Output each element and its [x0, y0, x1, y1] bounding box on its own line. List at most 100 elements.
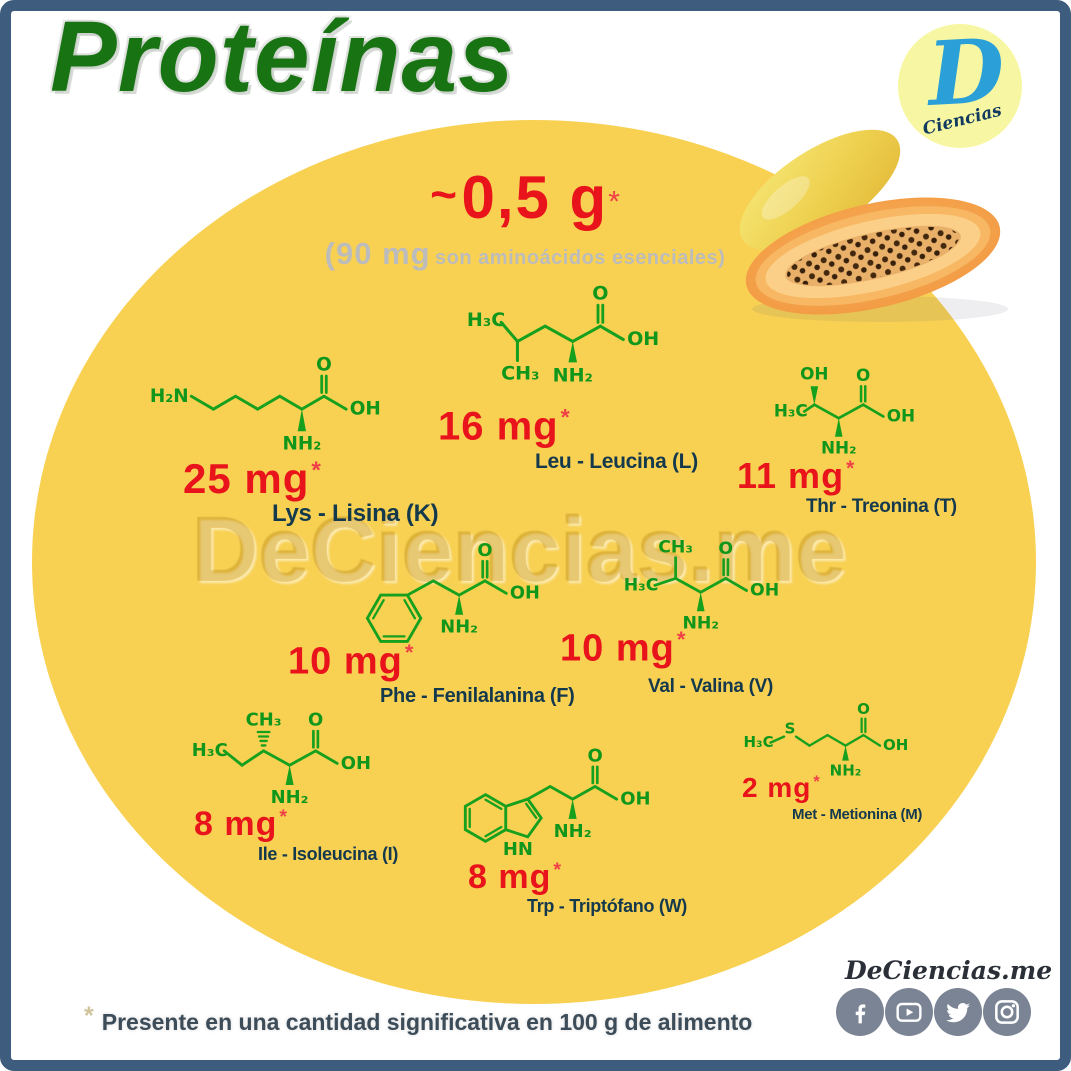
- isoleucine-structure: CH₃ H₃C NH₂ O OH: [192, 710, 371, 808]
- amount-phenylalanine: 10 mg*: [288, 640, 415, 683]
- protein-total-summary: ~ 0,5 g* (90 mg son aminoácidos esencial…: [320, 163, 730, 272]
- footnote: * Presente en una cantidad significativa …: [84, 1002, 752, 1036]
- atom-label-nh2: NH₂: [821, 438, 857, 458]
- atom-label-oh: OH: [887, 406, 915, 426]
- amount-tryptophan: 8 mg *: [468, 858, 563, 896]
- footnote-text: Presente en una cantidad significativa e…: [101, 1009, 753, 1035]
- atom-label-nh2: NH₂: [682, 614, 719, 634]
- benzene-ring: [365, 593, 423, 643]
- benzene-ring: [463, 792, 508, 843]
- whole-papaya: [739, 129, 901, 251]
- atom-label-oh: OH: [510, 583, 540, 604]
- atom-label-oh: OH: [883, 736, 908, 754]
- significance-star: *: [311, 457, 322, 484]
- leucine-structure: H₃C CH₃ NH₂ O OH: [467, 282, 659, 386]
- papaya-image: [739, 129, 1008, 322]
- significance-star: *: [813, 772, 821, 791]
- wedge-bond: [842, 745, 849, 761]
- atom-label-o: O: [856, 365, 870, 385]
- site-name: DeCiencias.me: [845, 956, 1053, 985]
- amount-leucine: 16 mg*: [438, 404, 571, 449]
- label-methionine: Met - Metionina (M): [792, 806, 923, 823]
- pyrrole-ring: [504, 797, 543, 839]
- wedge-bond: [285, 765, 294, 785]
- atom-label-h3c: H₃C: [744, 733, 774, 751]
- phenylalanine-structure: NH₂ O OH: [365, 540, 540, 643]
- wedge-bond: [696, 592, 705, 612]
- atom-label-nh2: NH₂: [271, 787, 309, 808]
- footnote-star: *: [84, 1002, 94, 1030]
- atom-label-oh: OH: [350, 399, 381, 420]
- atom-label-nh2: NH₂: [440, 617, 478, 638]
- lysine-structure: H₂N NH₂ O OH: [150, 354, 381, 455]
- atom-label-hn: HN: [503, 839, 533, 860]
- significance-star: *: [608, 185, 620, 219]
- amount-isoleucine: 8 mg *: [194, 805, 289, 843]
- atom-label-nh2: NH₂: [553, 364, 593, 386]
- significance-star: *: [279, 805, 289, 828]
- label-lysine: Lys - Lisina (K): [272, 500, 439, 527]
- amount-valine: 10 mg*: [560, 627, 687, 670]
- atom-label-h3c: H₃C: [467, 309, 505, 331]
- label-phenylalanine: Phe - Fenilalanina (F): [380, 685, 575, 707]
- atom-label-oh: OH: [750, 581, 779, 601]
- atom-label-oh: OH: [620, 789, 650, 810]
- label-valine: Val - Valina (V): [648, 676, 774, 697]
- amount-lysine: 25 mg*: [183, 455, 322, 502]
- label-isoleucine: Ile - Isoleucina (I): [258, 844, 399, 864]
- significance-star: *: [560, 404, 571, 430]
- deciencias-logo: D Ciencias: [898, 18, 1022, 148]
- total-amount-line: ~ 0,5 g*: [320, 163, 730, 232]
- papaya-half: [745, 197, 1001, 315]
- methionine-structure: H₃C S NH₂ O OH: [744, 700, 909, 780]
- atom-label-nh2: NH₂: [282, 434, 321, 455]
- atom-label-oh: OH: [800, 363, 828, 383]
- atom-label-ch3: CH₃: [246, 710, 282, 731]
- atom-label-o: O: [718, 539, 733, 559]
- atom-label-h3c: H₃C: [774, 401, 808, 421]
- atom-label-ch3: CH₃: [658, 537, 693, 557]
- atom-label-oh: OH: [341, 753, 371, 774]
- instagram-icon[interactable]: [983, 988, 1031, 1036]
- threonine-structure: OH H₃C NH₂ O OH: [774, 363, 915, 458]
- wedge-bond: [297, 409, 307, 432]
- page-title: Proteínas: [50, 1, 515, 113]
- twitter-icon[interactable]: [934, 988, 982, 1036]
- atom-label-h2n: H₂N: [150, 386, 189, 407]
- tryptophan-structure: HN NH₂ O OH: [463, 745, 650, 860]
- significance-star: *: [553, 858, 563, 881]
- amount-threonine: 11 mg*: [737, 455, 856, 496]
- youtube-icon[interactable]: [885, 988, 933, 1036]
- atom-label-h3c: H₃C: [192, 740, 228, 761]
- essential-note: (90 mg son aminoácidos esenciales): [324, 236, 726, 271]
- atom-label-o: O: [308, 710, 323, 731]
- atom-label-nh2: NH₂: [830, 762, 862, 780]
- atom-label-o: O: [592, 282, 608, 304]
- label-tryptophan: Trp - Triptófano (W): [527, 896, 687, 916]
- social-links: [836, 988, 1031, 1036]
- significance-star: *: [846, 457, 856, 480]
- wedge-bond: [834, 418, 843, 437]
- label-threonine: Thr - Treonina (T): [806, 496, 957, 517]
- atom-label-nh2: NH₂: [554, 821, 592, 842]
- wedge-bond: [810, 386, 819, 405]
- atom-label-o: O: [477, 540, 492, 561]
- approx-symbol: ~: [430, 168, 457, 220]
- significance-star: *: [404, 640, 415, 665]
- valine-structure: CH₃ H₃C NH₂ O OH: [624, 537, 779, 634]
- atom-label-ch3: CH₃: [501, 363, 539, 385]
- atom-label-o: O: [316, 354, 332, 375]
- wedge-bond: [568, 341, 578, 363]
- amount-methionine: 2 mg *: [742, 772, 821, 803]
- atom-label-o: O: [587, 745, 602, 766]
- atom-label-h3c: H₃C: [624, 576, 659, 596]
- wedge-bond: [568, 799, 577, 819]
- atom-label-oh: OH: [627, 328, 659, 350]
- total-amount: 0,5 g: [461, 164, 609, 231]
- atom-label-o: O: [857, 700, 870, 718]
- facebook-icon[interactable]: [836, 988, 884, 1036]
- atom-label-s: S: [785, 720, 796, 738]
- label-leucine: Leu - Leucina (L): [535, 450, 698, 473]
- significance-star: *: [676, 627, 687, 652]
